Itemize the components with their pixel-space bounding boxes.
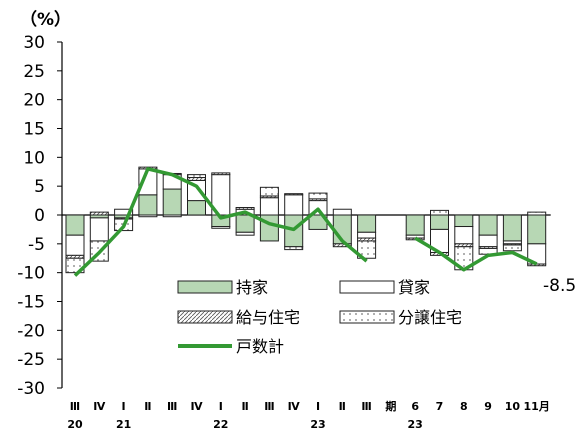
bar-segment <box>65 214 85 236</box>
x-category-label: Ⅱ <box>144 400 151 413</box>
legend-label: 分譲住宅 <box>398 308 462 327</box>
x-year-label: 20 <box>67 418 83 431</box>
y-tick-label: 5 <box>34 177 45 197</box>
x-category-label: Ⅳ <box>288 400 301 413</box>
bar-segment <box>162 188 182 216</box>
x-category-label: 6 <box>411 400 419 413</box>
bar-segment <box>430 214 449 230</box>
bar-segment <box>308 192 328 200</box>
legend-label: 給与住宅 <box>236 308 300 327</box>
legend-swatch <box>177 280 233 294</box>
bar-segment <box>527 214 547 245</box>
x-category-label: Ⅰ <box>219 400 223 413</box>
x-category-label: Ⅲ <box>70 400 80 413</box>
bar-segment <box>357 240 377 259</box>
bar-segment <box>357 214 377 233</box>
value-annotation: -8.5 <box>543 276 576 296</box>
y-tick-label: -20 <box>17 321 45 341</box>
x-category-label: Ⅲ <box>361 400 371 413</box>
axes: 30 25 20 15 10 5 0 -5 -10 -15 -20 -25 -30 <box>17 33 551 399</box>
x-year-label: 21 <box>116 418 131 431</box>
bar-segment <box>89 217 109 242</box>
bar-segment <box>527 211 547 216</box>
x-category-label: 10 <box>505 400 521 413</box>
bar-segment <box>211 172 231 176</box>
x-category-label: Ⅱ <box>339 400 346 413</box>
bar-segment <box>332 243 352 248</box>
legend-label: 持家 <box>236 278 268 297</box>
bar-segment <box>89 211 109 216</box>
bar-segment <box>138 194 158 216</box>
x-year-label: 22 <box>213 418 228 431</box>
y-tick-label: -5 <box>28 235 45 255</box>
bar-segment <box>187 200 206 216</box>
legend-swatch <box>339 310 395 324</box>
bar-segment <box>235 214 255 233</box>
legend-label: 戸数計 <box>236 337 284 356</box>
x-category-label: 8 <box>460 400 468 413</box>
x-category-label: 期 <box>385 399 396 413</box>
x-year-label: 23 <box>408 418 423 431</box>
bar-segment <box>357 231 377 239</box>
bar-segment <box>235 207 255 210</box>
bar-segment <box>454 226 474 245</box>
bar-segment <box>454 214 474 228</box>
bar-segment <box>259 197 279 216</box>
y-tick-label: 25 <box>23 62 45 82</box>
bar-segment <box>187 174 206 179</box>
bar-segment <box>430 209 449 216</box>
bar-segment <box>332 208 352 216</box>
x-category-label: Ⅲ <box>264 400 274 413</box>
bar-segment <box>211 226 231 229</box>
y-tick-label: -10 <box>17 264 45 284</box>
bar-segment <box>502 214 522 242</box>
bar-segment <box>502 244 522 252</box>
bar-stacks <box>65 166 547 274</box>
x-category-label: Ⅱ <box>241 400 248 413</box>
bar-segment <box>284 246 304 251</box>
y-tick-label: 20 <box>23 91 45 111</box>
x-category-label: 11月 <box>524 400 550 413</box>
bar-segment <box>114 208 134 216</box>
bar-segment <box>527 263 547 267</box>
y-tick-label: 15 <box>23 120 45 140</box>
bar-segment <box>284 194 304 216</box>
x-category-label: Ⅳ <box>93 400 106 413</box>
bar-segment <box>405 214 425 236</box>
y-tick-label: -15 <box>17 293 45 313</box>
bar-segment <box>162 214 182 218</box>
y-tick-label: 10 <box>23 148 45 168</box>
bar-segment <box>284 193 304 196</box>
total-line <box>73 167 538 277</box>
bar-segment <box>478 234 498 248</box>
bar-segment <box>235 231 255 236</box>
total-line-path <box>414 236 538 272</box>
y-axis-unit-label: （%） <box>20 9 71 30</box>
x-category-label: Ⅰ <box>122 400 126 413</box>
legend-swatch <box>177 310 233 324</box>
bar-segment <box>65 234 85 256</box>
y-tick-label: 30 <box>23 33 45 53</box>
y-tick-label: -25 <box>17 350 45 370</box>
legend-swatch <box>339 280 395 294</box>
x-category-label: 7 <box>436 400 444 413</box>
x-category-label: 9 <box>484 400 492 413</box>
legend-label: 貸家 <box>398 278 430 297</box>
y-tick-label: 0 <box>34 206 45 226</box>
bar-segment <box>138 214 158 218</box>
y-tick-label: -30 <box>17 379 45 399</box>
x-category-label: Ⅰ <box>316 400 320 413</box>
bar-segment <box>478 214 498 236</box>
x-year-label: 23 <box>310 418 325 431</box>
x-category-label: Ⅲ <box>167 400 177 413</box>
total-line-path <box>73 167 368 277</box>
bar-segment <box>259 186 279 197</box>
x-category-label: Ⅳ <box>190 400 203 413</box>
